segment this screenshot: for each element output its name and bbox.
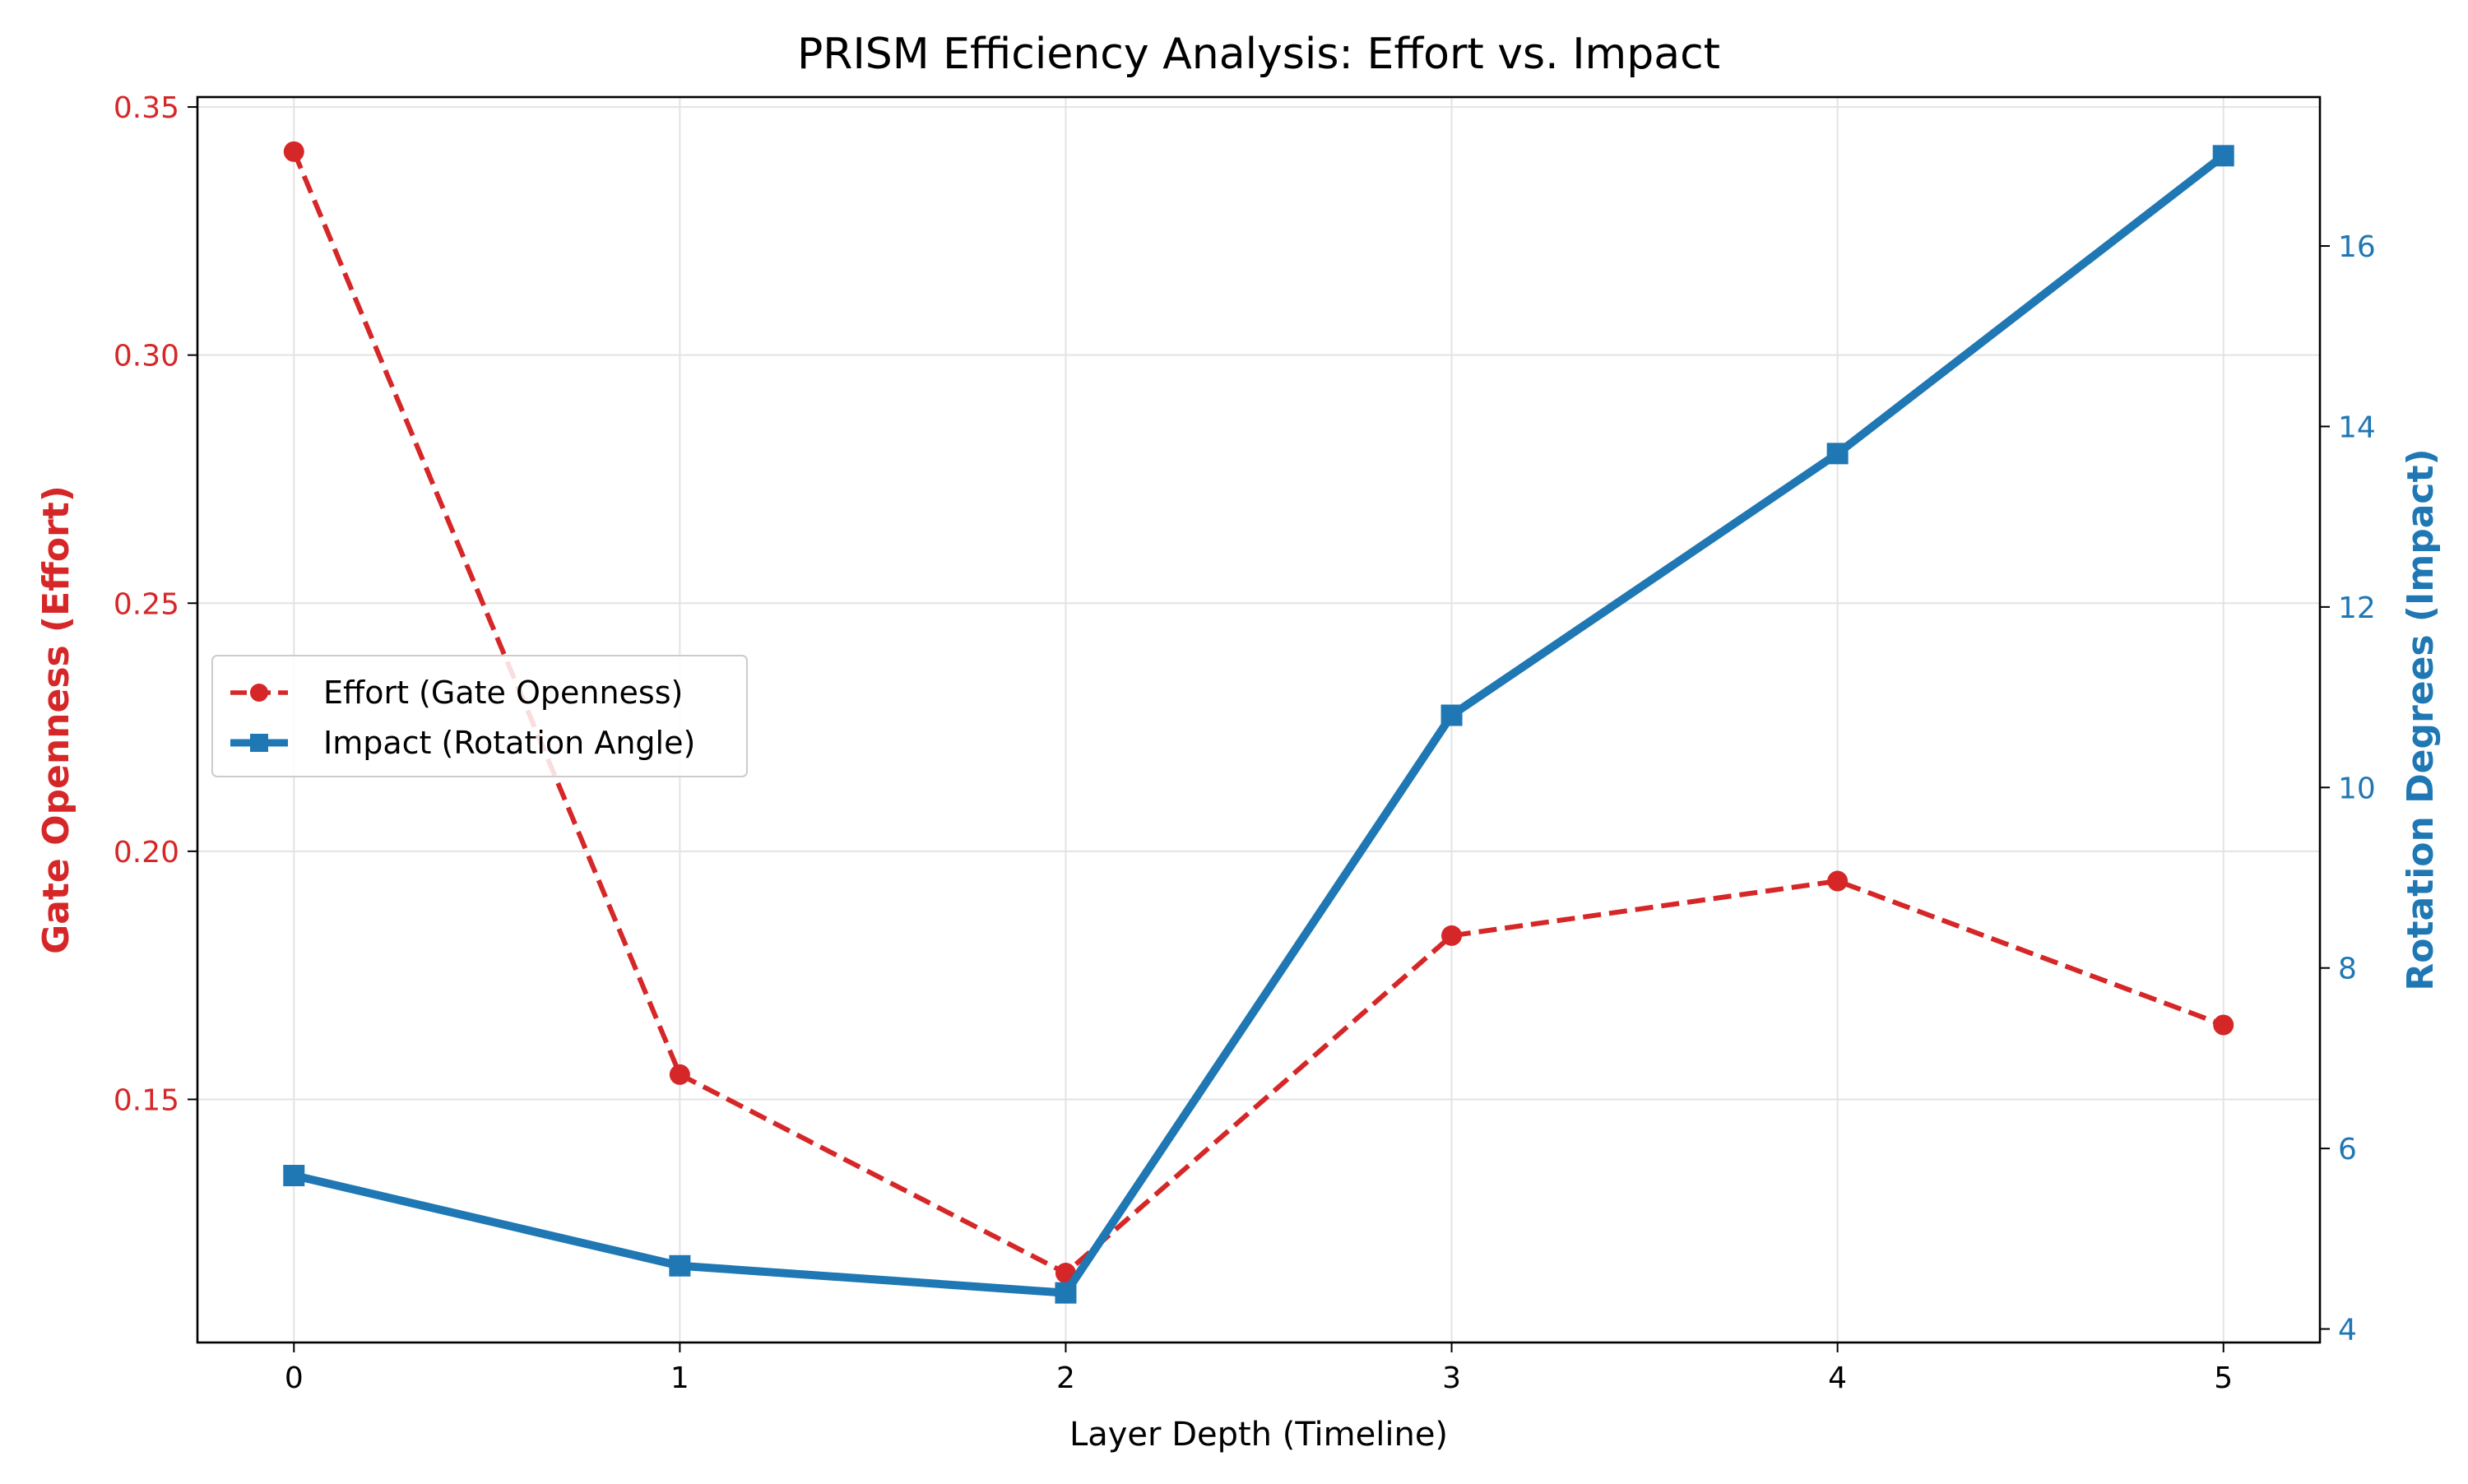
y-left-tick-label: 0.35	[114, 91, 179, 125]
impact-data-point	[1055, 1282, 1077, 1304]
x-tick-label: 1	[670, 1361, 689, 1395]
x-tick-label: 5	[2214, 1361, 2233, 1395]
legend-marker-impact	[250, 734, 268, 752]
y-left-tick-label: 0.20	[114, 836, 179, 870]
effort-data-point	[1827, 870, 1849, 892]
legend-box	[211, 655, 748, 777]
y-axis-label-left: Gate Openness (Effort)	[35, 485, 77, 954]
y-right-tick-label: 8	[2338, 953, 2357, 986]
effort-data-point	[1441, 925, 1463, 946]
y-right-tick-label: 6	[2338, 1133, 2357, 1166]
legend-label-effort: Effort (Gate Openness)	[323, 675, 683, 711]
y-left-tick-label: 0.30	[114, 340, 179, 373]
impact-series-line	[290, 151, 2228, 1297]
x-tick-label: 2	[1056, 1361, 1075, 1395]
y-right-tick-label: 14	[2338, 410, 2376, 444]
x-tick-label: 4	[1828, 1361, 1847, 1395]
series-layer	[283, 141, 2234, 1304]
y-right-tick-label: 10	[2338, 772, 2376, 805]
effort-data-point	[283, 141, 304, 162]
x-axis-label: Layer Depth (Timeline)	[1069, 1416, 1448, 1454]
impact-data-point	[2212, 145, 2234, 167]
y-right-tick-label: 16	[2338, 230, 2376, 264]
impact-data-point	[669, 1254, 691, 1277]
x-tick-label: 0	[285, 1361, 304, 1395]
x-tick-label: 3	[1442, 1361, 1461, 1395]
legend-marker-effort	[250, 684, 268, 702]
impact-data-point	[1440, 704, 1463, 726]
impact-data-point	[1826, 443, 1849, 465]
legend-entry-impact: Impact (Rotation Angle)	[230, 725, 695, 761]
impact-data-point	[283, 1165, 305, 1187]
y-axis-label-right: Rotation Degrees (Impact)	[2400, 448, 2442, 990]
legend-label-impact: Impact (Rotation Angle)	[323, 725, 695, 761]
legend: Effort (Gate Openness) Impact (Rotation …	[211, 655, 748, 777]
chart-title: PRISM Efficiency Analysis: Effort vs. Im…	[797, 30, 1720, 79]
y-right-tick-label: 4	[2338, 1314, 2357, 1347]
effort-data-point	[669, 1064, 690, 1085]
effort-data-point	[2213, 1014, 2234, 1036]
y-right-tick-label: 12	[2338, 591, 2376, 625]
legend-entry-effort: Effort (Gate Openness)	[230, 675, 683, 711]
y-left-tick-label: 0.15	[114, 1083, 179, 1117]
plot-frame	[196, 95, 2322, 1344]
y-left-tick-label: 0.25	[114, 587, 179, 621]
effort-series-line	[291, 151, 2224, 1276]
